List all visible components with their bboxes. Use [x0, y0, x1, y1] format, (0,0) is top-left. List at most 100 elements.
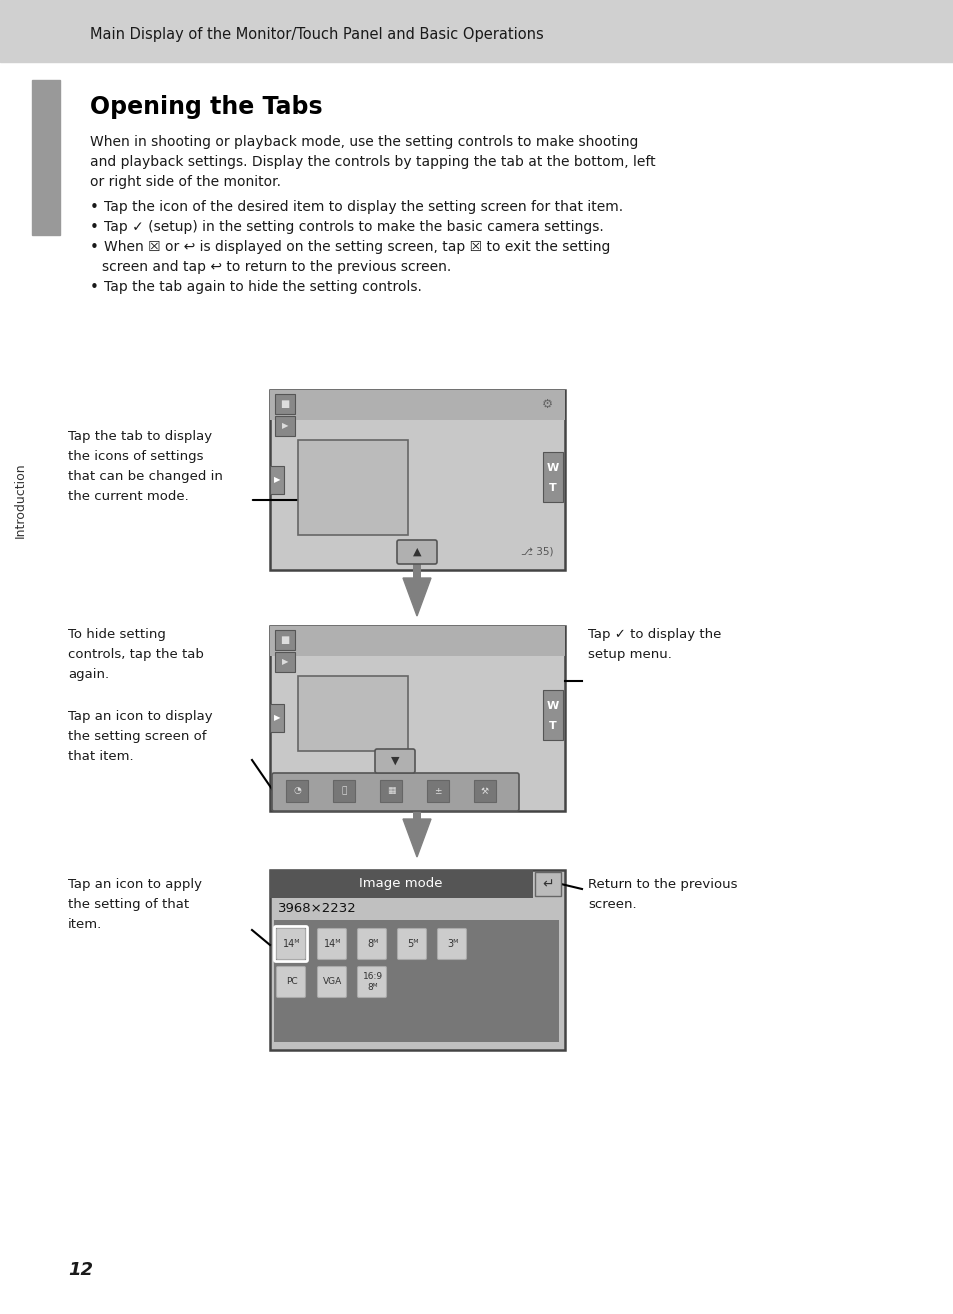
- Text: Main Display of the Monitor/Touch Panel and Basic Operations: Main Display of the Monitor/Touch Panel …: [90, 28, 543, 42]
- Text: ▼: ▼: [391, 756, 399, 766]
- Text: setup menu.: setup menu.: [587, 648, 671, 661]
- Text: ±: ±: [434, 787, 441, 795]
- Text: ▶: ▶: [281, 657, 288, 666]
- Bar: [379, 781, 401, 802]
- Bar: [274, 920, 558, 1042]
- FancyBboxPatch shape: [437, 929, 466, 959]
- Bar: [535, 872, 560, 896]
- Bar: [270, 870, 533, 897]
- Text: Tap ✓ (setup) in the setting controls to make the basic camera settings.: Tap ✓ (setup) in the setting controls to…: [104, 219, 603, 234]
- Text: ▲: ▲: [413, 547, 421, 557]
- Text: 12: 12: [68, 1261, 92, 1279]
- Text: W: W: [546, 700, 558, 711]
- Text: Tap the tab to display: Tap the tab to display: [68, 430, 212, 443]
- Text: ⎇ 35): ⎇ 35): [520, 547, 553, 557]
- Text: When in shooting or playback mode, use the setting controls to make shooting: When in shooting or playback mode, use t…: [90, 135, 638, 148]
- Text: 3ᴹ: 3ᴹ: [447, 940, 458, 949]
- Bar: [413, 562, 420, 582]
- Text: item.: item.: [68, 918, 102, 932]
- Text: 14ᴹ: 14ᴹ: [324, 940, 341, 949]
- Text: or right side of the monitor.: or right side of the monitor.: [90, 175, 281, 189]
- Text: the setting of that: the setting of that: [68, 897, 189, 911]
- Bar: [270, 390, 564, 570]
- Text: When ☒ or ↩ is displayed on the setting screen, tap ☒ to exit the setting: When ☒ or ↩ is displayed on the setting …: [104, 240, 610, 254]
- Bar: [274, 652, 294, 671]
- Text: •: •: [90, 219, 99, 235]
- Text: Opening the Tabs: Opening the Tabs: [90, 95, 322, 120]
- Text: 16:9
8ᴹ: 16:9 8ᴹ: [362, 972, 383, 992]
- Polygon shape: [402, 578, 431, 616]
- Bar: [274, 417, 294, 436]
- FancyBboxPatch shape: [272, 773, 518, 811]
- Bar: [297, 675, 408, 752]
- Text: Tap the tab again to hide the setting controls.: Tap the tab again to hide the setting co…: [104, 280, 421, 294]
- Text: that item.: that item.: [68, 750, 133, 763]
- Text: ▦: ▦: [386, 787, 395, 795]
- Bar: [427, 781, 449, 802]
- Text: ▶: ▶: [274, 714, 280, 723]
- Text: ■: ■: [280, 635, 290, 645]
- Text: Tap an icon to apply: Tap an icon to apply: [68, 878, 202, 891]
- Text: Tap ✓ to display the: Tap ✓ to display the: [587, 628, 720, 641]
- Text: that can be changed in: that can be changed in: [68, 470, 223, 484]
- Text: screen.: screen.: [587, 897, 636, 911]
- Bar: [274, 394, 294, 414]
- Text: ⚙: ⚙: [540, 398, 552, 410]
- FancyBboxPatch shape: [357, 967, 386, 997]
- FancyBboxPatch shape: [375, 749, 415, 773]
- Text: the icons of settings: the icons of settings: [68, 449, 203, 463]
- Bar: [270, 704, 284, 732]
- Text: ⚒: ⚒: [480, 787, 489, 795]
- Text: ▶: ▶: [274, 476, 280, 485]
- Bar: [270, 390, 564, 420]
- Text: screen and tap ↩ to return to the previous screen.: screen and tap ↩ to return to the previo…: [102, 260, 451, 275]
- Text: 5ᴹ: 5ᴹ: [407, 940, 418, 949]
- Text: 14ᴹ: 14ᴹ: [283, 940, 300, 949]
- Text: •: •: [90, 280, 99, 296]
- Bar: [270, 466, 284, 494]
- Polygon shape: [402, 819, 431, 857]
- Bar: [274, 629, 294, 650]
- Text: 3968×2232: 3968×2232: [277, 901, 356, 915]
- FancyBboxPatch shape: [276, 929, 305, 959]
- FancyBboxPatch shape: [276, 967, 305, 997]
- FancyBboxPatch shape: [357, 929, 386, 959]
- Bar: [413, 803, 420, 823]
- Bar: [32, 80, 60, 235]
- Text: PC: PC: [286, 978, 297, 987]
- Bar: [286, 781, 308, 802]
- FancyBboxPatch shape: [317, 967, 346, 997]
- Text: Introduction: Introduction: [13, 463, 27, 537]
- Bar: [270, 625, 564, 656]
- Text: Image mode: Image mode: [359, 878, 442, 891]
- Text: Return to the previous: Return to the previous: [587, 878, 737, 891]
- Bar: [542, 452, 562, 502]
- Text: ▶: ▶: [281, 422, 288, 431]
- Text: again.: again.: [68, 668, 109, 681]
- Text: •: •: [90, 200, 99, 215]
- Text: the current mode.: the current mode.: [68, 490, 189, 503]
- Text: To hide setting: To hide setting: [68, 628, 166, 641]
- FancyBboxPatch shape: [396, 540, 436, 564]
- FancyBboxPatch shape: [317, 929, 346, 959]
- FancyBboxPatch shape: [397, 929, 426, 959]
- Text: ◔: ◔: [293, 787, 300, 795]
- Bar: [542, 690, 562, 740]
- Bar: [333, 781, 355, 802]
- Bar: [297, 440, 408, 535]
- Text: Tap the icon of the desired item to display the setting screen for that item.: Tap the icon of the desired item to disp…: [104, 200, 622, 214]
- Text: VGA: VGA: [323, 978, 342, 987]
- Text: ⌖: ⌖: [341, 787, 346, 795]
- Text: T: T: [549, 721, 557, 731]
- Text: ↵: ↵: [541, 876, 554, 891]
- Text: •: •: [90, 240, 99, 255]
- Text: ■: ■: [280, 399, 290, 409]
- Text: W: W: [546, 463, 558, 473]
- Bar: [474, 781, 496, 802]
- Text: T: T: [549, 484, 557, 493]
- Bar: [270, 625, 564, 811]
- Text: the setting screen of: the setting screen of: [68, 731, 206, 742]
- Text: and playback settings. Display the controls by tapping the tab at the bottom, le: and playback settings. Display the contr…: [90, 155, 655, 170]
- Bar: [270, 870, 564, 1050]
- Text: Tap an icon to display: Tap an icon to display: [68, 710, 213, 723]
